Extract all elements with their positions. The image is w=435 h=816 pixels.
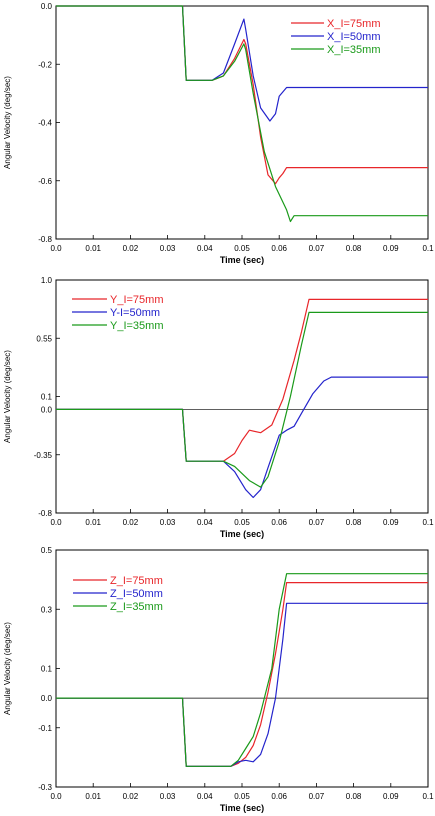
y-tick-label: 0.0 — [41, 2, 53, 11]
x-tick-label: 0.02 — [123, 792, 139, 801]
y-tick-label: -0.35 — [34, 451, 53, 460]
x-tick-label: 0.06 — [271, 518, 287, 527]
x-tick-label: 0.05 — [234, 244, 250, 253]
legend-entry: Z_I=75mm — [110, 575, 163, 587]
legend-entry: Y_I=75mm — [110, 294, 164, 306]
y-tick-label: -0.8 — [38, 235, 52, 244]
chart-panel-1: 0.0 0.01 0.02 0.03 0.04 0.05 0.06 0.07 0.08 0.09 0… — [3, 2, 434, 265]
x-tick-label: 0.05 — [234, 792, 250, 801]
legend-entry: Y-I=50mm — [110, 307, 160, 319]
x-tick-label: 0.08 — [346, 792, 362, 801]
legend-entry: Z_I=35mm — [110, 601, 163, 613]
x-axis-label: Time (sec) — [220, 255, 264, 265]
legend-entry: Z_I=50mm — [110, 588, 163, 600]
y-tick-label: -0.1 — [38, 724, 52, 733]
x-tick-label: 0.1 — [422, 244, 434, 253]
x-tick-label: 0.09 — [383, 792, 399, 801]
y-tick-label: 0.5 — [41, 546, 53, 555]
y-tick-label: -0.6 — [38, 177, 52, 186]
x-tick-label: 0.03 — [160, 792, 176, 801]
legend-entry: Y_I=35mm — [110, 320, 164, 332]
x-tick-label: 0.04 — [197, 518, 213, 527]
x-tick-label: 0.03 — [160, 518, 176, 527]
plot-area — [55, 5, 429, 240]
legend-entry: X_I=35mm — [327, 44, 381, 56]
x-tick-label: 0.06 — [271, 244, 287, 253]
y-tick-label: 1.0 — [41, 276, 53, 285]
x-tick-label: 0.05 — [234, 518, 250, 527]
x-axis-label: Time (sec) — [220, 529, 264, 539]
chart-panel-2: 0.0 0.01 0.02 0.03 0.04 0.05 0.06 0.07 0.08 0.09 0… — [3, 276, 434, 539]
x-tick-label: 0.01 — [85, 518, 101, 527]
x-tick-label: 0.0 — [50, 792, 62, 801]
y-axis-label: Angular Velocity (deg/sec) — [3, 350, 12, 443]
x-tick-label: 0.1 — [422, 518, 434, 527]
x-tick-label: 0.07 — [309, 244, 325, 253]
y-tick-label: 0.1 — [41, 393, 53, 402]
x-tick-label: 0.02 — [123, 518, 139, 527]
legend-entry: X_I=50mm — [327, 31, 381, 43]
x-tick-label: 0.07 — [309, 518, 325, 527]
y-axis-label: Angular Velocity (deg/sec) — [3, 76, 12, 169]
x-tick-label: 0.1 — [422, 792, 434, 801]
series-line-3 — [56, 311, 428, 488]
x-tick-label: 0.09 — [383, 518, 399, 527]
x-tick-label: 0.01 — [85, 792, 101, 801]
legend-entry: X_I=75mm — [327, 18, 381, 30]
x-axis-label: Time (sec) — [220, 803, 264, 813]
x-tick-label: 0.03 — [160, 244, 176, 253]
series-line-3 — [56, 573, 428, 767]
x-tick-label: 0.04 — [197, 244, 213, 253]
y-tick-label: 0.0 — [41, 694, 53, 703]
x-tick-label: 0.0 — [50, 518, 62, 527]
x-tick-label: 0.0 — [50, 244, 62, 253]
x-tick-label: 0.06 — [271, 792, 287, 801]
y-tick-label: 0.3 — [41, 605, 53, 614]
y-tick-label: -0.3 — [38, 783, 52, 792]
x-tick-label: 0.07 — [309, 792, 325, 801]
x-tick-label: 0.08 — [346, 244, 362, 253]
y-axis-label: Angular Velocity (deg/sec) — [3, 622, 12, 715]
x-tick-label: 0.01 — [85, 244, 101, 253]
x-tick-label: 0.08 — [346, 518, 362, 527]
plot-area — [55, 549, 429, 788]
x-tick-label: 0.09 — [383, 244, 399, 253]
y-tick-label: -0.2 — [38, 60, 52, 69]
y-tick-label: -0.4 — [38, 119, 52, 128]
x-tick-label: 0.02 — [123, 244, 139, 253]
series-line-3 — [56, 5, 428, 223]
y-tick-label: 0.55 — [36, 334, 52, 343]
y-tick-label: -0.8 — [38, 509, 52, 518]
chart-panel-3: 0.0 0.01 0.02 0.03 0.04 0.05 0.06 0.07 0.08 0.09 0… — [3, 546, 434, 813]
x-tick-label: 0.04 — [197, 792, 213, 801]
y-tick-label: 0.0 — [41, 405, 53, 414]
y-tick-label: 0.1 — [41, 665, 53, 674]
